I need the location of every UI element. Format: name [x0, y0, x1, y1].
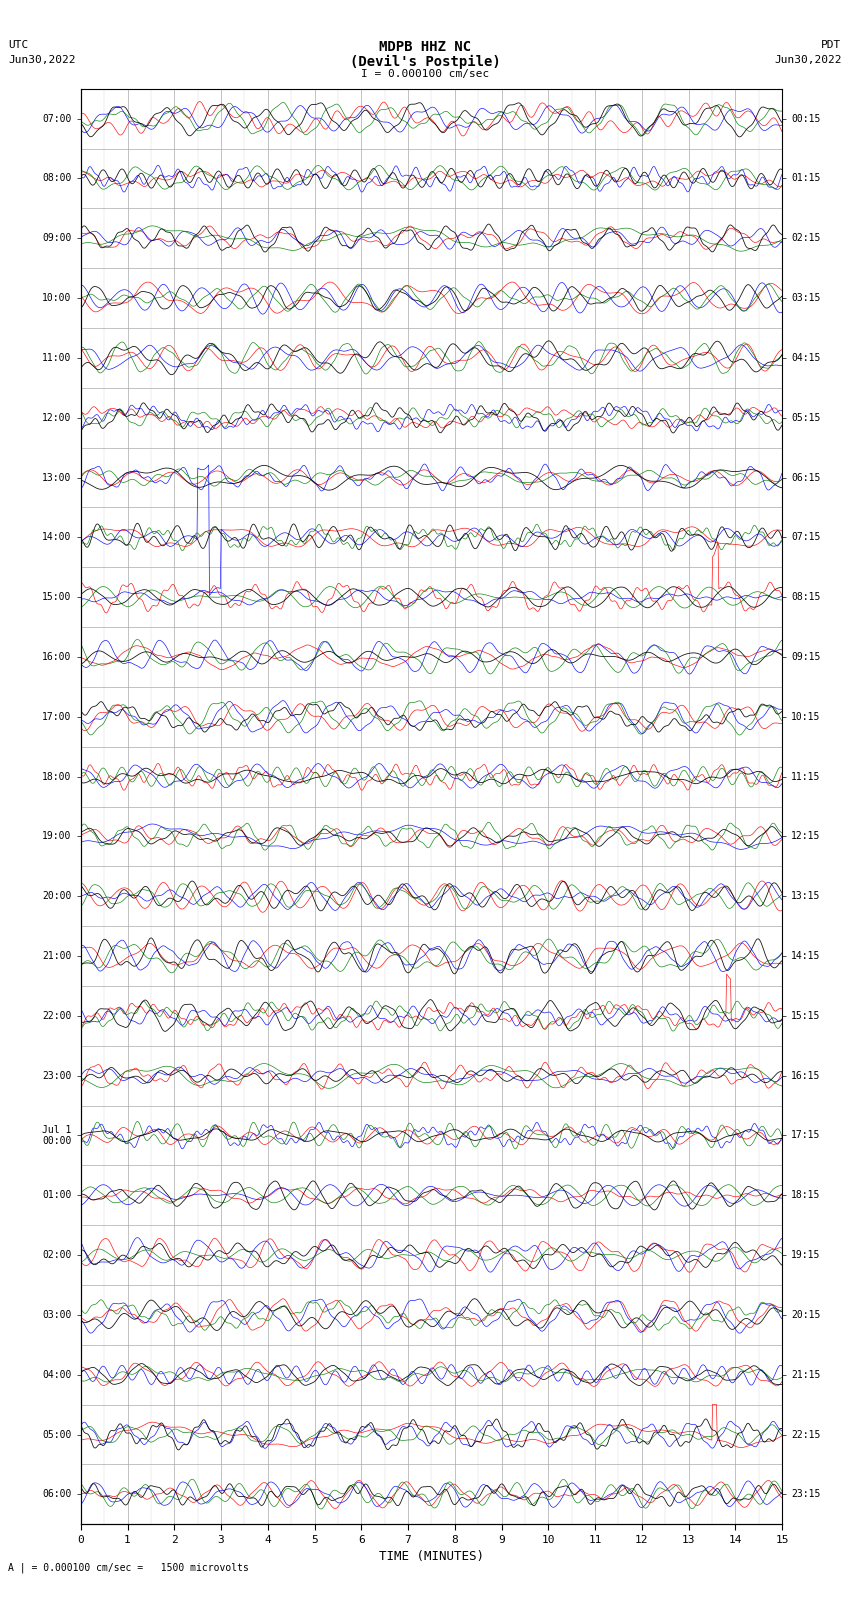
Text: MDPB HHZ NC: MDPB HHZ NC: [379, 40, 471, 55]
Text: (Devil's Postpile): (Devil's Postpile): [349, 55, 501, 69]
X-axis label: TIME (MINUTES): TIME (MINUTES): [379, 1550, 484, 1563]
Text: Jun30,2022: Jun30,2022: [774, 55, 842, 65]
Text: I = 0.000100 cm/sec: I = 0.000100 cm/sec: [361, 69, 489, 79]
Text: UTC: UTC: [8, 40, 29, 50]
Text: Jun30,2022: Jun30,2022: [8, 55, 76, 65]
Text: A | = 0.000100 cm/sec =   1500 microvolts: A | = 0.000100 cm/sec = 1500 microvolts: [8, 1561, 249, 1573]
Text: PDT: PDT: [821, 40, 842, 50]
